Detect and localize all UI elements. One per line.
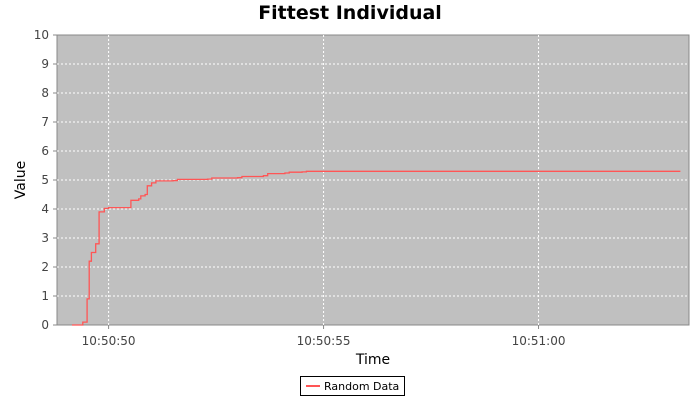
x-tick-label: 10:50:50 (82, 334, 136, 348)
series-group (72, 170, 681, 326)
y-tick-label: 3 (41, 231, 49, 245)
series-line-0 (72, 170, 681, 326)
y-tick-label: 9 (41, 57, 49, 71)
axes: 0 1 2 3 4 5 6 7 8 9 10 10:50:50 10:50:55 10:51:00 (34, 28, 566, 348)
legend: Random Data (300, 376, 406, 396)
y-tick-label: 0 (41, 318, 49, 332)
y-tick-label: 7 (41, 115, 49, 129)
x-tick-label: 10:50:55 (297, 334, 351, 348)
y-tick-label: 8 (41, 86, 49, 100)
y-tick-label: 5 (41, 173, 49, 187)
x-axis-title: Time (355, 352, 390, 368)
gridlines (57, 35, 689, 325)
y-tick-label: 1 (41, 289, 49, 303)
y-tick-label: 4 (41, 202, 49, 216)
y-axis-title: Value (13, 161, 29, 199)
legend-swatch (306, 385, 320, 387)
y-tick-label: 6 (41, 144, 49, 158)
y-tick-label: 2 (41, 260, 49, 274)
legend-label: Random Data (324, 379, 400, 393)
y-tick-label: 10 (34, 28, 49, 42)
chart-title: Fittest Individual (258, 2, 442, 24)
x-tick-label: 10:51:00 (512, 334, 566, 348)
